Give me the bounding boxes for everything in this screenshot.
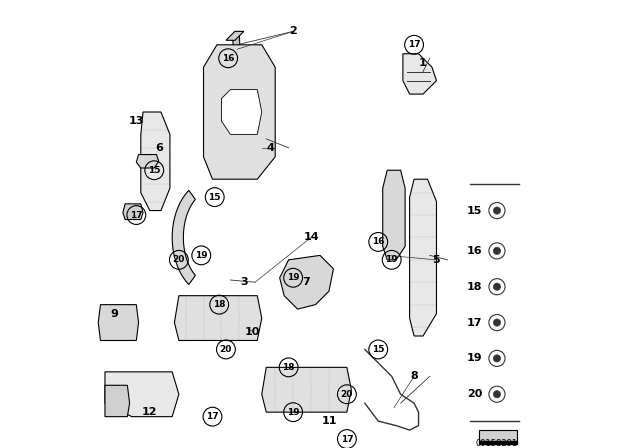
Polygon shape bbox=[403, 54, 436, 94]
Text: 18: 18 bbox=[282, 363, 295, 372]
Text: 17: 17 bbox=[206, 412, 219, 421]
Polygon shape bbox=[479, 430, 517, 441]
Polygon shape bbox=[123, 204, 143, 220]
Text: 15: 15 bbox=[372, 345, 385, 354]
Polygon shape bbox=[172, 190, 195, 284]
Polygon shape bbox=[383, 170, 405, 260]
Text: 19: 19 bbox=[467, 353, 483, 363]
Polygon shape bbox=[141, 112, 170, 211]
Polygon shape bbox=[204, 45, 275, 179]
Circle shape bbox=[493, 391, 500, 398]
Text: 19: 19 bbox=[385, 255, 398, 264]
Text: 20: 20 bbox=[467, 389, 483, 399]
Text: 6: 6 bbox=[155, 143, 163, 153]
Text: 16: 16 bbox=[222, 54, 234, 63]
Text: 17: 17 bbox=[130, 211, 143, 220]
Polygon shape bbox=[410, 179, 436, 336]
Text: 19: 19 bbox=[195, 251, 207, 260]
Text: 17: 17 bbox=[467, 318, 483, 327]
Polygon shape bbox=[262, 367, 351, 412]
Text: 15: 15 bbox=[209, 193, 221, 202]
Polygon shape bbox=[105, 372, 179, 417]
Polygon shape bbox=[221, 90, 262, 134]
Circle shape bbox=[493, 355, 500, 362]
Text: 3: 3 bbox=[240, 277, 248, 287]
Text: 9: 9 bbox=[110, 309, 118, 319]
Polygon shape bbox=[226, 31, 244, 40]
Text: 16: 16 bbox=[467, 246, 483, 256]
Text: 20: 20 bbox=[220, 345, 232, 354]
Text: 10: 10 bbox=[245, 327, 260, 336]
Polygon shape bbox=[479, 441, 517, 444]
Text: 14: 14 bbox=[303, 233, 319, 242]
Text: 20: 20 bbox=[173, 255, 185, 264]
Circle shape bbox=[493, 319, 500, 326]
Text: 19: 19 bbox=[287, 273, 300, 282]
Text: 8: 8 bbox=[410, 371, 418, 381]
Text: 11: 11 bbox=[321, 416, 337, 426]
Text: 20: 20 bbox=[340, 390, 353, 399]
Polygon shape bbox=[174, 296, 262, 340]
Text: 17: 17 bbox=[408, 40, 420, 49]
Circle shape bbox=[493, 247, 500, 254]
Text: 18: 18 bbox=[213, 300, 225, 309]
Text: 18: 18 bbox=[467, 282, 483, 292]
Text: 12: 12 bbox=[142, 407, 157, 417]
Circle shape bbox=[493, 207, 500, 214]
Text: 13: 13 bbox=[129, 116, 144, 126]
Text: 4: 4 bbox=[267, 143, 275, 153]
Polygon shape bbox=[99, 305, 139, 340]
Text: 15: 15 bbox=[148, 166, 161, 175]
Text: 1: 1 bbox=[419, 58, 427, 68]
Text: 00158291: 00158291 bbox=[476, 439, 518, 448]
Text: 5: 5 bbox=[433, 255, 440, 265]
Polygon shape bbox=[280, 255, 333, 309]
Text: 7: 7 bbox=[303, 277, 310, 287]
Text: 15: 15 bbox=[467, 206, 483, 215]
Polygon shape bbox=[233, 36, 244, 125]
Text: 17: 17 bbox=[340, 435, 353, 444]
Circle shape bbox=[493, 283, 500, 290]
Text: 19: 19 bbox=[287, 408, 300, 417]
Polygon shape bbox=[136, 155, 159, 168]
Text: 16: 16 bbox=[372, 237, 385, 246]
Text: 2: 2 bbox=[289, 26, 297, 36]
Polygon shape bbox=[105, 385, 130, 417]
